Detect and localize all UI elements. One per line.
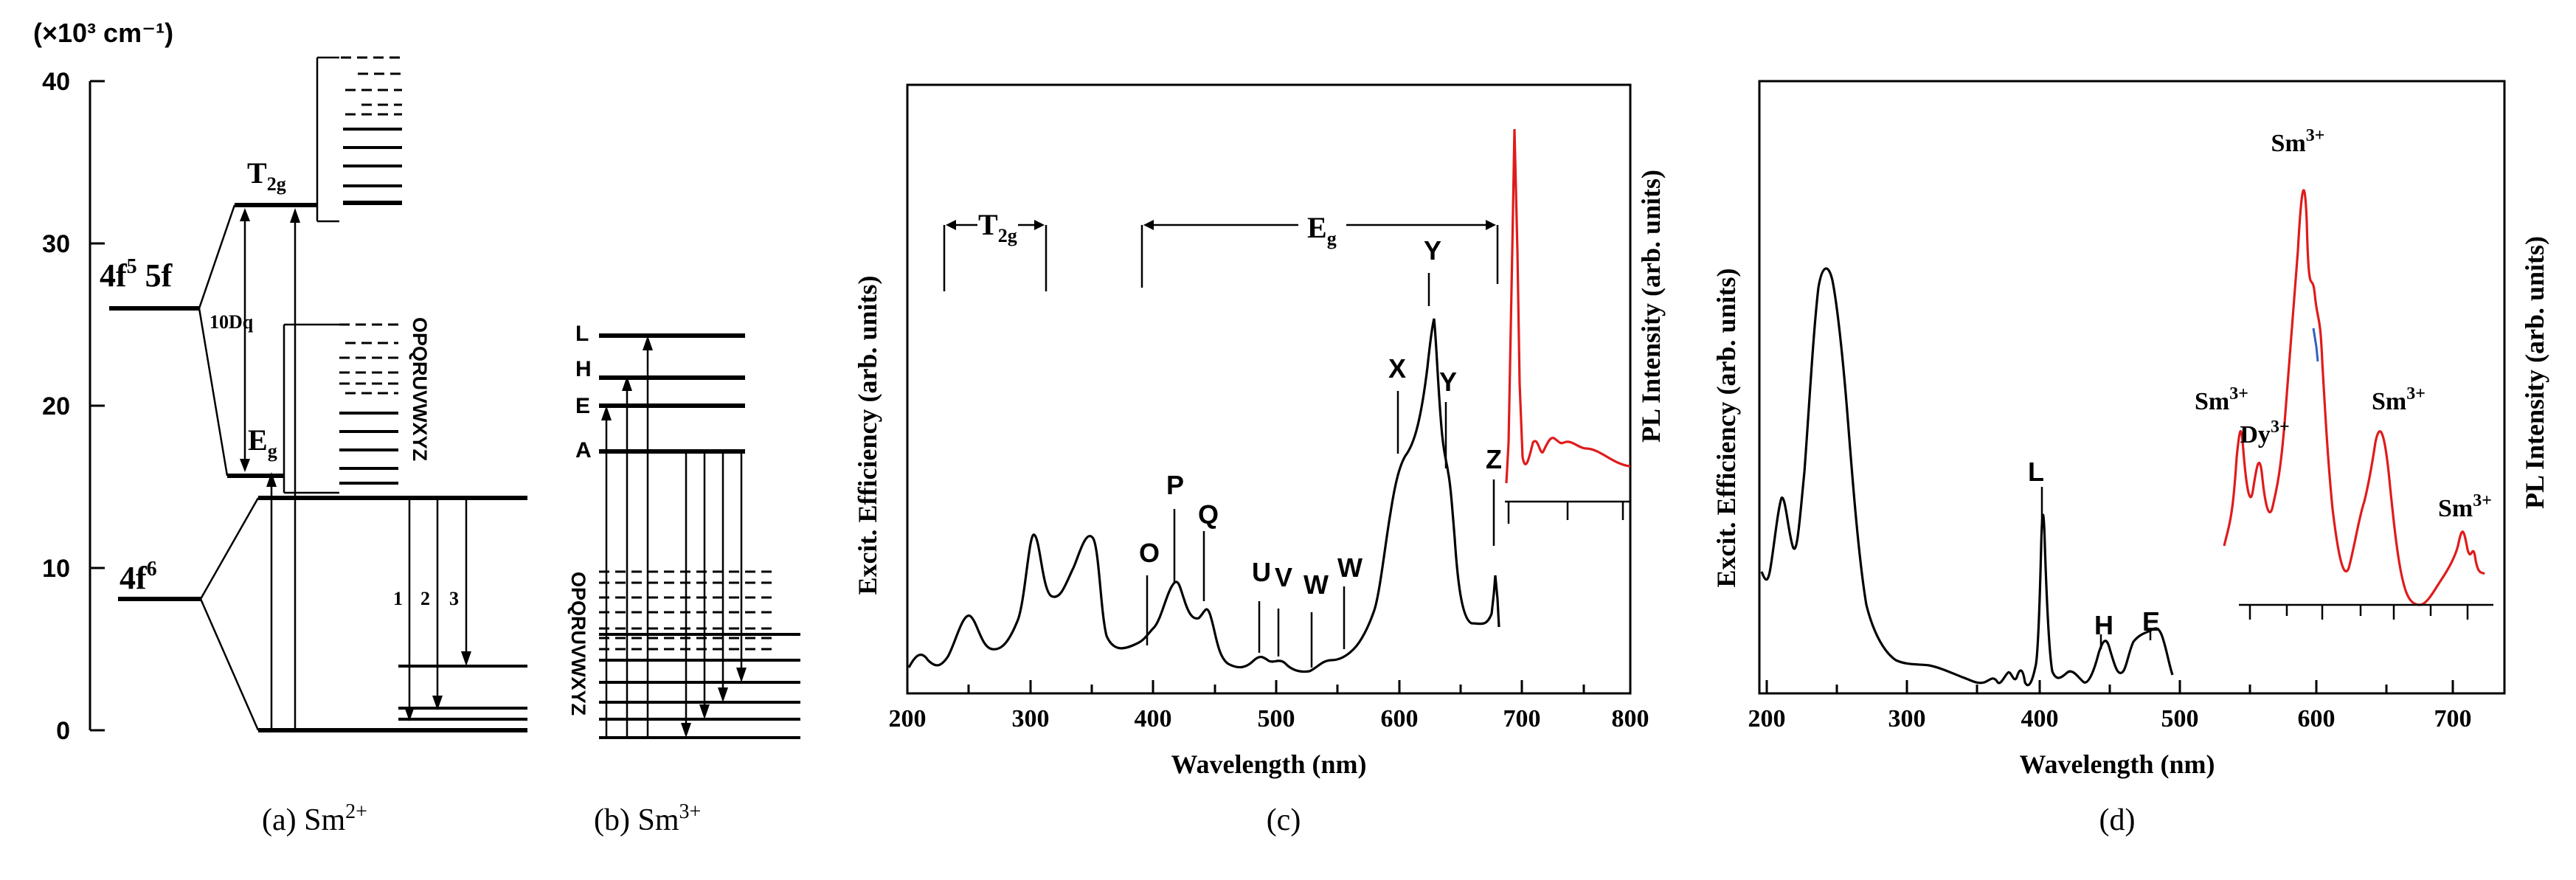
panel-d-plot-frame (1758, 80, 2506, 695)
panel-d-ion-label-sm-left: Sm3+ (2195, 384, 2248, 415)
panel-a-tick-0: 0 (56, 717, 70, 745)
panel-c-ylabel-right: PL Intensity (arb. units) (1636, 170, 1666, 443)
panel-d-excitation-curve (1760, 267, 2174, 687)
panel-c-peak-p: P (1166, 470, 1184, 500)
panel-d-peak-e: E (2142, 606, 2160, 637)
panel-a-eg-manifold (339, 323, 398, 485)
panel-a-unit-label: (×10³ cm⁻¹) (33, 18, 173, 48)
panel-a-tick-20: 20 (42, 392, 70, 420)
panel-d-xtick-200: 200 (1748, 705, 1786, 732)
panel-c-peak-o: O (1139, 538, 1160, 568)
panel-c-x-ticks (906, 680, 1632, 693)
panel-c-inset-axis (1505, 500, 1630, 524)
panel-c-pl-emission-curve (1505, 128, 1631, 484)
panel-a-tick-10: 10 (42, 555, 70, 583)
panel-a-t2g: T2g (247, 156, 286, 195)
panel-c-caption: (c) (1267, 803, 1301, 837)
panel-c-peak-y1: Y (1424, 235, 1441, 266)
panel-d-xlabel: Wavelength (nm) (2020, 749, 2215, 779)
panel-a-split-line-lower (198, 308, 229, 477)
panel-c-peak-z: Z (1486, 444, 1502, 474)
panel-b-label-a: A (575, 438, 592, 462)
panel-b-energy-diagram: L H E A OPQRUVWXYZ (567, 322, 800, 837)
panel-a-arrow-label-1: 1 (393, 588, 403, 609)
panel-d-xtick-700: 700 (2434, 705, 2472, 732)
panel-a-10dq: 10Dq (210, 311, 254, 333)
panel-a-t2g-manifold (341, 56, 402, 205)
panel-c-plot-frame (906, 83, 1632, 695)
panel-c-xtick-500: 500 (1258, 705, 1295, 732)
panel-a-eg: Eg (248, 423, 277, 462)
panel-d-peak-markers (2040, 487, 2152, 649)
panel-c-xtick-800: 800 (1612, 705, 1649, 732)
panel-a-config-4f6: 4f6 (120, 558, 157, 596)
panel-c-peak-x: X (1388, 353, 1406, 384)
panel-a-tick-30: 30 (42, 230, 70, 258)
panel-c-ylabel-left: Excit. Efficiency (arb. units) (853, 276, 882, 595)
panel-a-emission-arrows (398, 498, 527, 721)
panel-a-tick-40: 40 (42, 68, 70, 96)
panel-d-ion-label-sm-right: Sm3+ (2372, 384, 2426, 415)
panel-b-absorption-arrows (601, 336, 653, 738)
panel-c-eg-label: Eg (1307, 211, 1337, 249)
panel-c-peak-v: V (1275, 562, 1292, 592)
panel-c-chart: 200 300 400 500 600 700 800 Wavelength (… (853, 83, 1666, 837)
panel-c-xtick-200: 200 (889, 705, 927, 732)
panel-d-x-ticks (1765, 680, 2454, 693)
panel-d-xtick-300: 300 (1888, 705, 1926, 732)
panel-b-label-e: E (575, 394, 590, 418)
panel-d-ylabel-right: PL Intensity (arb. units) (2520, 236, 2549, 509)
panel-c-peak-y2: Y (1439, 367, 1457, 397)
panel-d-peak-h: H (2094, 610, 2113, 640)
panel-c-xtick-700: 700 (1503, 705, 1541, 732)
panel-b-level-letters: OPQRUVWXYZ (567, 572, 589, 716)
panel-b-lower-manifold (599, 570, 800, 739)
panel-d-pl-blue-segment (2312, 328, 2319, 362)
panel-c-xtick-300: 300 (1012, 705, 1050, 732)
panel-c-xtick-600: 600 (1381, 705, 1419, 732)
panel-c-peak-u: U (1252, 557, 1271, 587)
panel-d-caption: (d) (2099, 803, 2136, 837)
panel-c-eg-bracket (1140, 220, 1499, 288)
panel-a-split-line-upper (198, 204, 236, 309)
panel-a-y-ticks (90, 80, 105, 732)
panel-d-inset-axis (2239, 603, 2493, 620)
panel-d-peak-l: L (2028, 457, 2044, 487)
panel-c-peak-w2: W (1337, 552, 1363, 583)
panel-d-ion-label-sm-top: Sm3+ (2271, 126, 2325, 157)
panel-c-xlabel: Wavelength (nm) (1171, 749, 1367, 779)
panel-d-xtick-400: 400 (2021, 705, 2059, 732)
panel-c-t2g-label: T2g (978, 208, 1017, 246)
panel-c-peak-q: Q (1198, 499, 1219, 530)
panel-a-arrow-label-2: 2 (420, 588, 430, 609)
panel-a-config-4f5-5f: 4f5 5f (100, 255, 173, 294)
panel-b-label-l: L (575, 322, 589, 346)
panel-c-peak-w1: W (1303, 569, 1329, 600)
panel-d-pl-emission-curve (2223, 189, 2485, 606)
panel-a-arrow-label-3: 3 (449, 588, 459, 609)
panel-d-xtick-500: 500 (2161, 705, 2199, 732)
panel-b-emission-arrows (681, 451, 747, 738)
panel-a-caption: (a) Sm2+ (262, 800, 367, 837)
panel-d-ylabel-left: Excit. Efficiency (arb. units) (1711, 268, 1741, 588)
panel-a-energy-diagram: (×10³ cm⁻¹) 40 30 20 10 0 4f5 5f 10Dq T2… (33, 18, 527, 837)
panel-d-ion-label-sm-far-right: Sm3+ (2438, 491, 2492, 522)
panel-c-t2g-bracket (943, 220, 1048, 291)
panel-d-xtick-600: 600 (2298, 705, 2336, 732)
panel-c-excitation-curve (907, 318, 1500, 673)
panel-c-xtick-400: 400 (1135, 705, 1172, 732)
panel-c-peak-markers (1146, 273, 1495, 668)
panel-b-label-h: H (575, 357, 592, 381)
panel-d-chart: 200 300 400 500 600 700 Wavelength (nm) … (1711, 80, 2549, 837)
panel-d-ion-label-dy: Dy3+ (2240, 418, 2289, 448)
panel-a-level-letters: OPQRUVWXYZ (409, 317, 431, 461)
panel-b-caption: (b) Sm3+ (594, 800, 701, 837)
